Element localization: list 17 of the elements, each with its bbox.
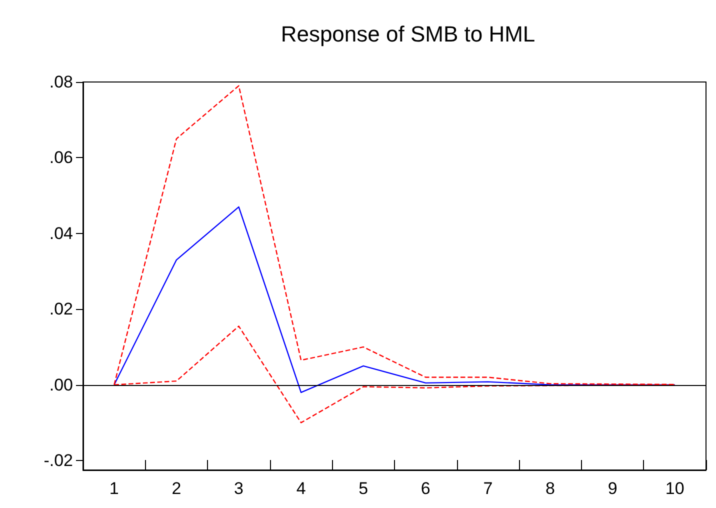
y-tick-label: .00 [49,375,73,394]
x-tick-label: 9 [608,479,618,498]
y-tick-label: .04 [49,224,73,243]
x-tick-label: 4 [296,479,306,498]
x-tick-label: 8 [546,479,555,498]
y-tick-label: .06 [49,148,73,168]
x-tick-label: 1 [109,479,119,498]
x-tick-label: 7 [483,479,493,498]
y-tick-label: -.02 [44,451,73,470]
x-tick-label: 10 [665,479,684,498]
x-tick-label: 6 [420,479,430,498]
x-tick-label: 5 [358,479,368,498]
x-tick-label: 2 [172,479,182,498]
chart-title: Response of SMB to HML [280,22,536,46]
y-tick-label: .02 [49,300,73,319]
y-tick-label: .08 [49,72,73,92]
x-tick-label: 3 [234,479,244,498]
